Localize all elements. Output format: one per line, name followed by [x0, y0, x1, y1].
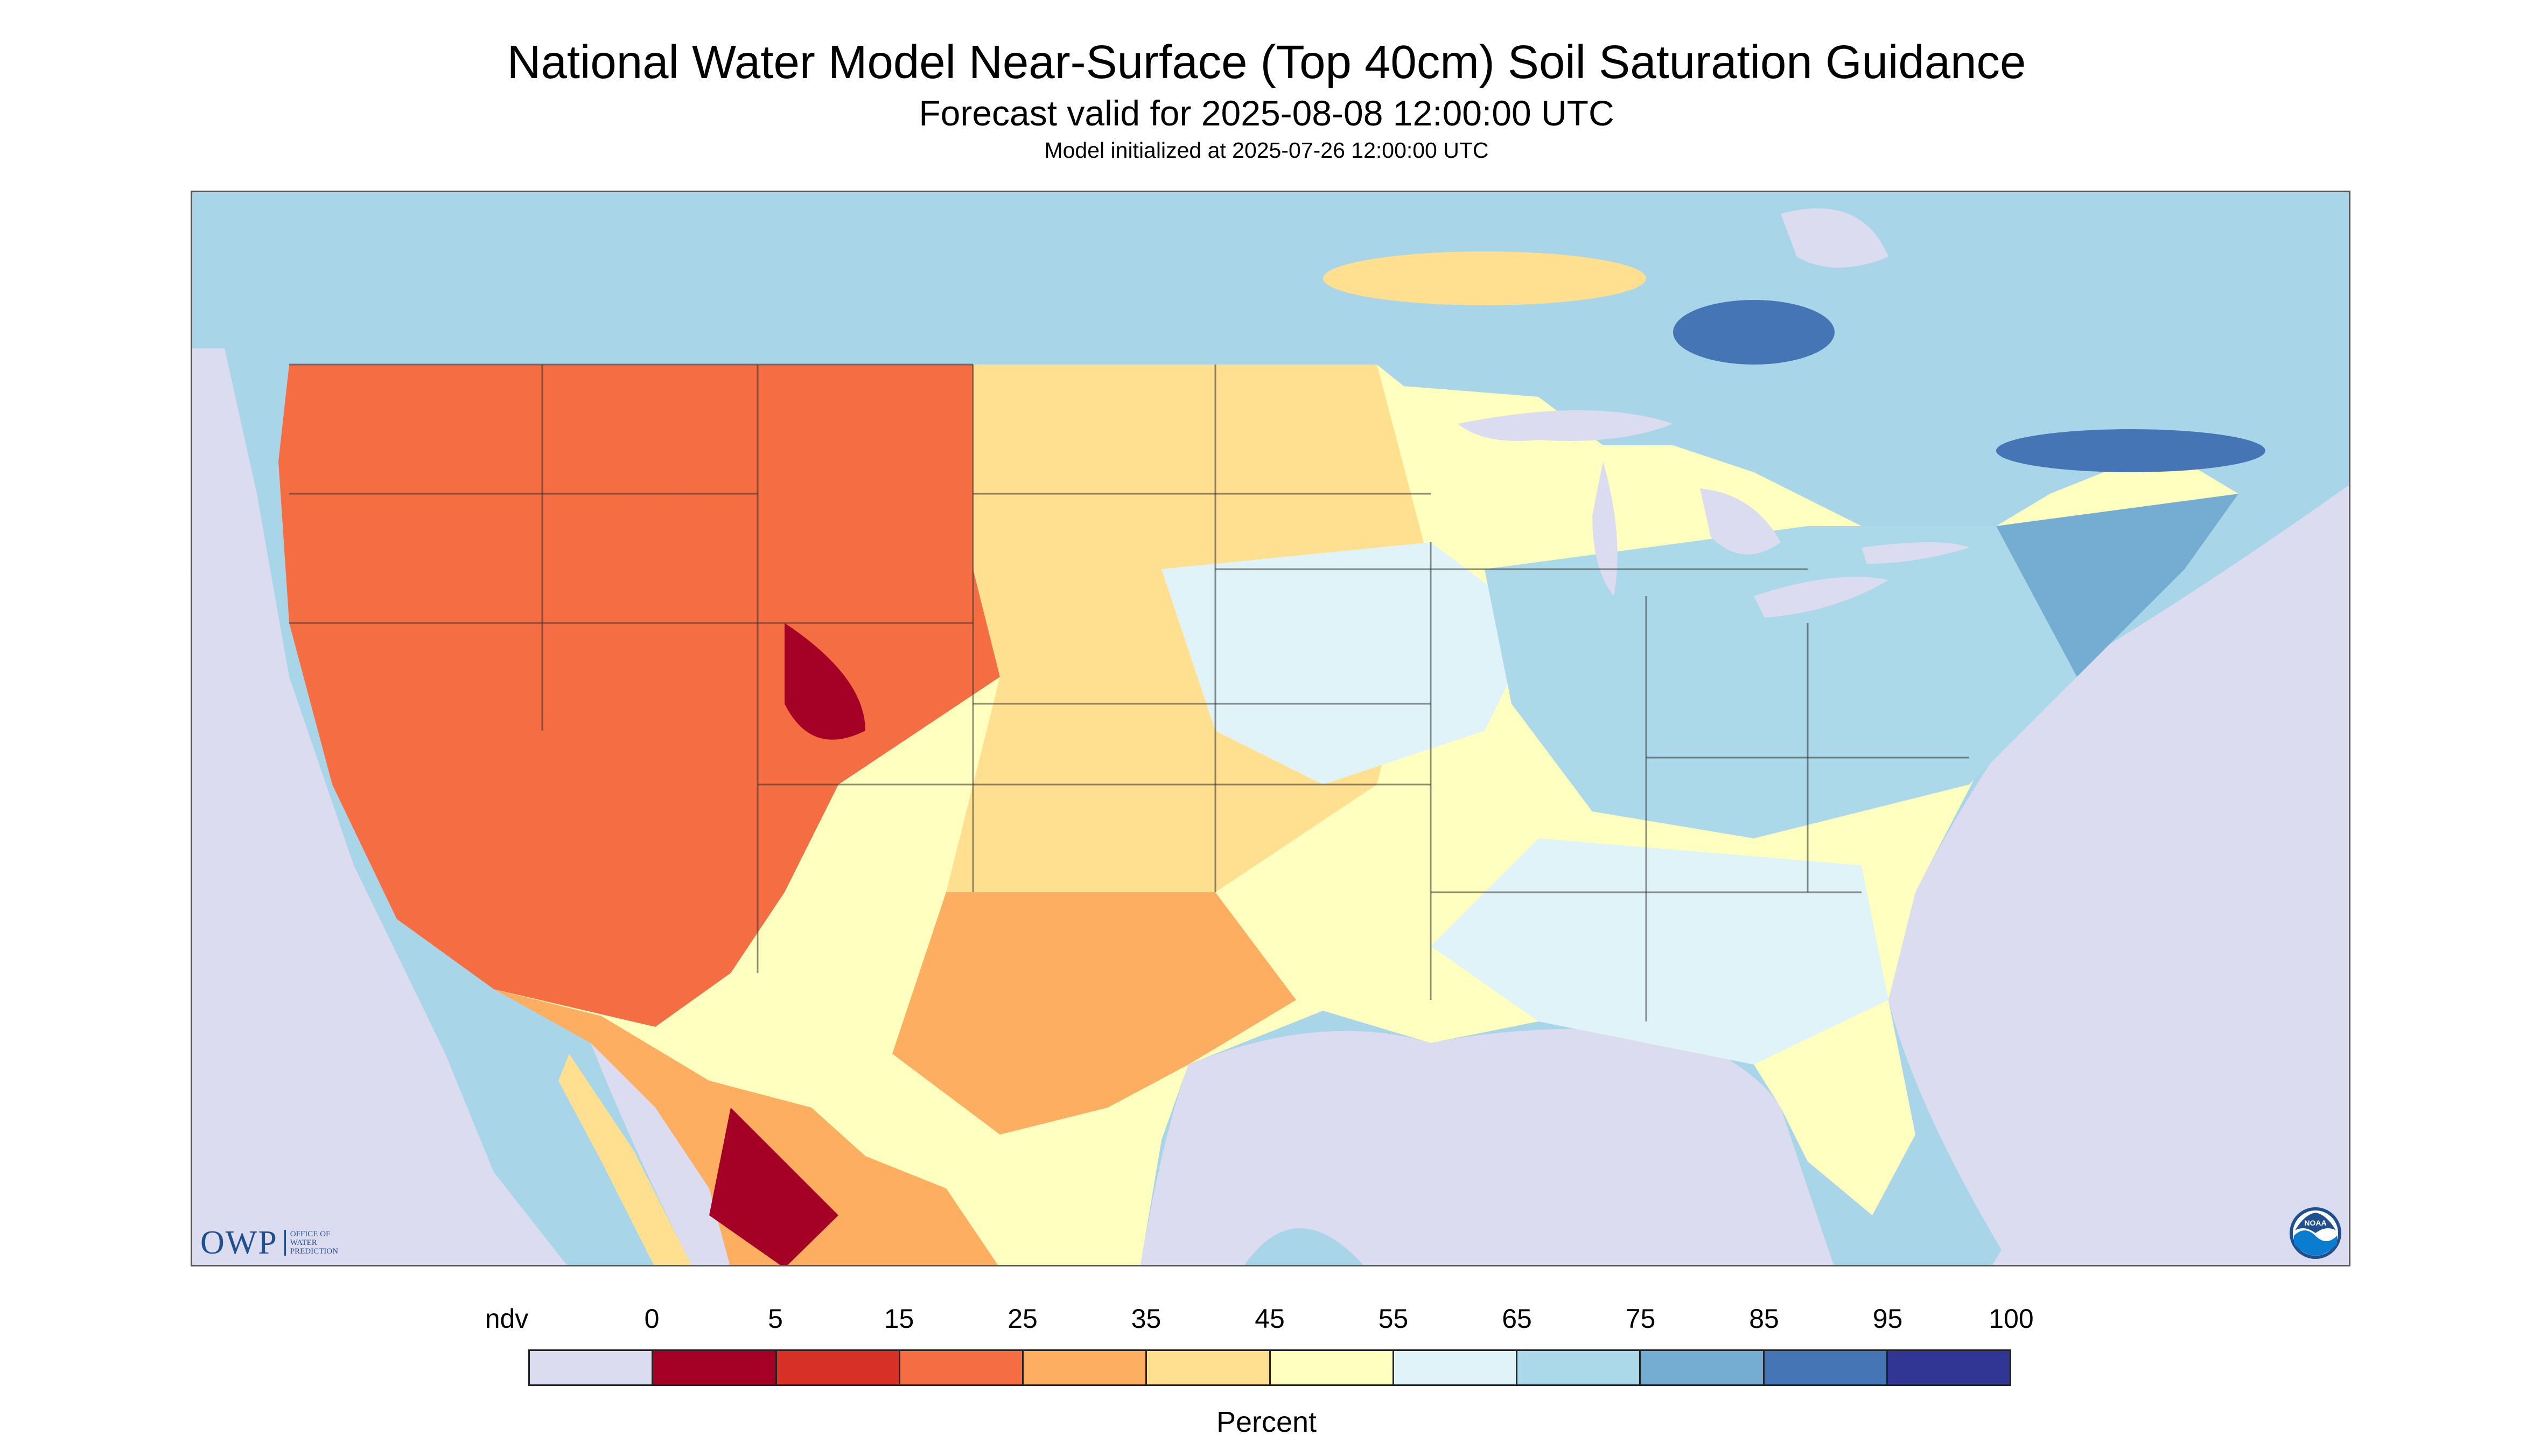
- legend-tick-label: 95: [1872, 1304, 1903, 1334]
- map-title: National Water Model Near-Surface (Top 4…: [507, 36, 2026, 88]
- legend-unit-label: Percent: [1216, 1406, 1317, 1438]
- ontario-wet-patch: [1673, 300, 1835, 365]
- legend-tick-label: 5: [768, 1304, 783, 1334]
- legend-tick-label: 85: [1749, 1304, 1779, 1334]
- color-legend-bar: [528, 1349, 2011, 1386]
- legend-swatch-0-5: [653, 1351, 777, 1384]
- lake-superior: [1458, 410, 1673, 441]
- texas-orange: [892, 892, 1296, 1135]
- great-basin-dry: [515, 494, 811, 811]
- legend-tick-label: ndv: [485, 1304, 529, 1334]
- map-canvas: [192, 192, 2349, 1265]
- legend-swatch-55-65: [1394, 1351, 1517, 1384]
- legend-tick-label: 75: [1625, 1304, 1656, 1334]
- legend-tick-label: 0: [644, 1304, 660, 1334]
- owp-sub-line: PREDICTION: [290, 1247, 338, 1256]
- lake-michigan: [1592, 461, 1618, 596]
- colorado-dry: [785, 623, 865, 740]
- legend-tick-label: 25: [1007, 1304, 1038, 1334]
- forecast-valid-subtitle: Forecast valid for 2025-08-08 12:00:00 U…: [919, 93, 1614, 133]
- legend-tick-label: 35: [1131, 1304, 1161, 1334]
- legend-swatch-85-95: [1764, 1351, 1888, 1384]
- legend-swatch-15-25: [900, 1351, 1024, 1384]
- model-init-caption: Model initialized at 2025-07-26 12:00:00…: [1044, 138, 1489, 163]
- soil-saturation-map: [191, 191, 2350, 1266]
- prairie-dry-band: [1323, 251, 1646, 305]
- legend-swatch-65-75: [1517, 1351, 1641, 1384]
- lake-huron: [1700, 488, 1781, 555]
- owp-sub-line: WATER: [290, 1238, 317, 1247]
- legend-swatch-75-85: [1641, 1351, 1765, 1384]
- noaa-logo-text: NOAA: [2304, 1219, 2326, 1227]
- owp-logo-subtitle: OFFICE OF WATER PREDICTION: [284, 1230, 338, 1256]
- atlantic-ocean: [1888, 485, 2349, 1265]
- gulf-of-mexico: [1140, 1028, 1834, 1265]
- legend-swatch-25-35: [1024, 1351, 1147, 1384]
- legend-swatch-35-45: [1147, 1351, 1271, 1384]
- legend-swatch-ndv: [530, 1351, 654, 1384]
- gulf-of-california: [591, 1016, 730, 1265]
- lake-ontario: [1862, 542, 1969, 564]
- legend-tick-label: 100: [1989, 1304, 2034, 1334]
- midwest-blue: [1161, 542, 1538, 785]
- owp-logo: OWP OFFICE OF WATER PREDICTION: [200, 1221, 338, 1264]
- ohio-valley-blue: [1485, 526, 2077, 838]
- legend-tick-label: 65: [1502, 1304, 1532, 1334]
- southeast-mixed: [1431, 838, 1888, 1065]
- baja-peninsula: [558, 1054, 691, 1265]
- legend-swatch-5-15: [776, 1351, 900, 1384]
- legend-tick-label: 45: [1255, 1304, 1285, 1334]
- state-borders: [289, 363, 1969, 1021]
- northeast-blue: [1996, 494, 2238, 677]
- pacific-ocean: [192, 246, 567, 1265]
- james-bay: [1781, 208, 1888, 268]
- quebec-wet-band: [1996, 429, 2265, 472]
- legend-tick-label: 55: [1378, 1304, 1409, 1334]
- owp-sub-line: OFFICE OF: [290, 1230, 331, 1238]
- lake-erie: [1754, 577, 1888, 618]
- ndv-region-west: [192, 348, 471, 1265]
- legend-swatch-45-55: [1270, 1351, 1394, 1384]
- sonora-very-dry: [709, 1108, 838, 1265]
- owp-logo-text: OWP: [200, 1224, 278, 1261]
- legend-tick-label: 15: [884, 1304, 914, 1334]
- noaa-logo: NOAA: [2290, 1207, 2341, 1259]
- legend-swatch-95-100: [1887, 1351, 2010, 1384]
